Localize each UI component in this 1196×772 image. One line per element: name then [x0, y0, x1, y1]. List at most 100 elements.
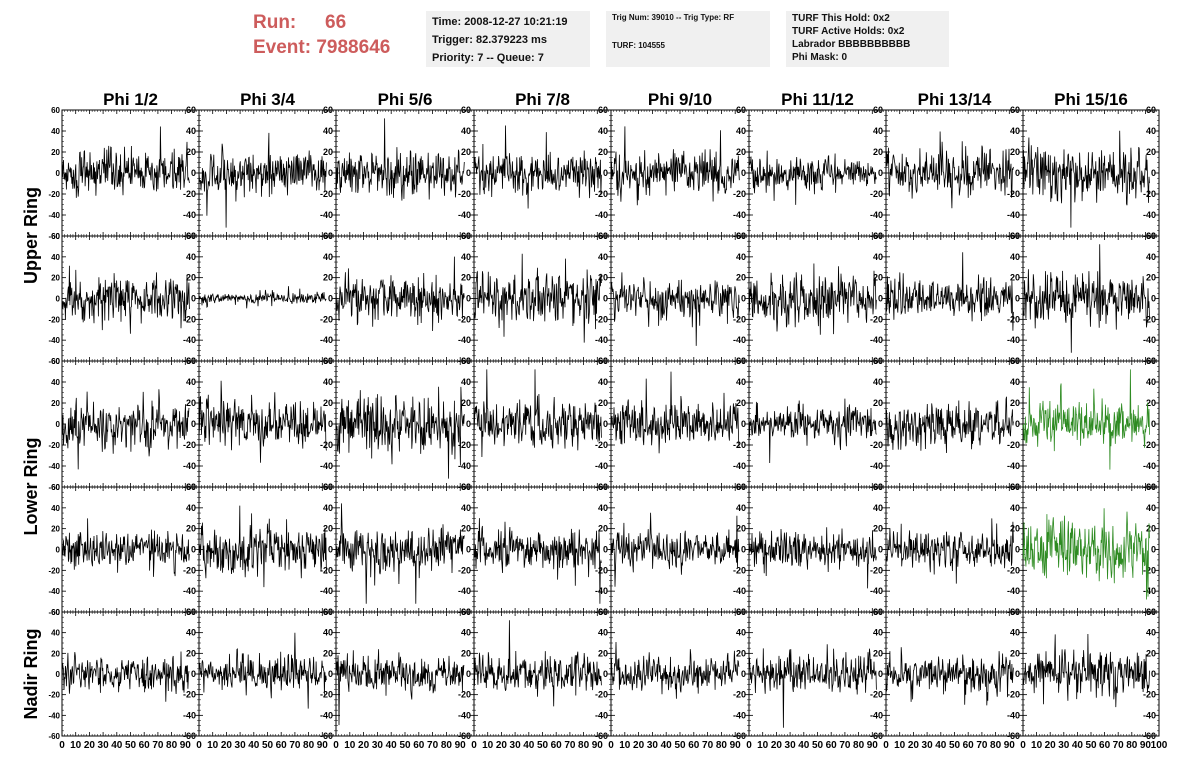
y-tick-label: -20 — [1143, 440, 1156, 450]
waveform-trace — [473, 369, 602, 458]
y-tick-label: -20 — [870, 440, 883, 450]
y-tick-label: 20 — [598, 273, 608, 283]
trig-num-line: Trig Num: 39010 -- Trig Type: RF — [612, 13, 735, 22]
y-tick-label: 0 — [1015, 419, 1020, 429]
y-tick-label: 20 — [51, 399, 60, 408]
y-tick-label: -20 — [48, 441, 60, 450]
y-tick-label: 20 — [51, 274, 60, 283]
y-tick-label: -20 — [595, 440, 608, 450]
waveform-trace — [473, 253, 602, 343]
ring-label: Nadir Ring — [21, 628, 41, 719]
waveform-trace — [1022, 130, 1150, 228]
y-tick-label: -20 — [870, 314, 883, 324]
y-tick-label: 0 — [878, 294, 883, 304]
y-tick-label: 20 — [598, 524, 608, 534]
y-tick-label: 0 — [603, 294, 608, 304]
y-tick-label: -20 — [458, 565, 471, 575]
y-tick-label: 0 — [191, 294, 196, 304]
y-tick-label: -60 — [48, 232, 60, 241]
y-tick-label: 60 — [51, 106, 60, 115]
y-tick-label: 20 — [873, 273, 883, 283]
y-tick-label: 40 — [461, 252, 471, 262]
y-tick-label: 20 — [736, 147, 746, 157]
y-tick-label: 0 — [466, 545, 471, 555]
column-title: Phi 1/2 — [103, 90, 158, 109]
y-tick-label: -40 — [458, 461, 471, 471]
y-tick-label: -40 — [733, 335, 746, 345]
y-tick-label: 40 — [1010, 252, 1020, 262]
waveform-trace — [198, 505, 327, 588]
waveform-trace — [198, 286, 327, 309]
y-tick-label: 0 — [466, 419, 471, 429]
run-value: 66 — [325, 12, 347, 33]
y-tick-label: 20 — [736, 398, 746, 408]
waveform-trace — [1022, 369, 1150, 470]
y-tick-label: -60 — [48, 608, 60, 617]
y-tick-label: 0 — [56, 420, 61, 429]
y-tick-label: -20 — [48, 315, 60, 324]
y-tick-label: -40 — [595, 461, 608, 471]
y-tick-label: 40 — [1146, 252, 1156, 262]
y-tick-label: 0 — [603, 545, 608, 555]
trigger-info-box: Trig Num: 39010 -- Trig Type: RF TURF: 1… — [606, 11, 770, 67]
priority-line: Priority: 7 -- Queue: 7 — [432, 52, 544, 64]
turf-info-box: TURF This Hold: 0x2 TURF Active Holds: 0… — [786, 11, 949, 67]
waveform-trace — [61, 518, 190, 577]
y-tick-label: 20 — [323, 524, 333, 534]
y-tick-label: -40 — [1143, 335, 1156, 345]
waveform-trace — [885, 396, 1014, 454]
ring-label: Upper Ring — [21, 187, 41, 284]
y-tick-label: -20 — [595, 189, 608, 199]
panel-frame — [473, 109, 612, 237]
y-tick-label: 20 — [873, 147, 883, 157]
y-tick-label: -20 — [320, 189, 333, 199]
y-tick-label: 40 — [51, 253, 60, 262]
y-tick-label: 0 — [741, 168, 746, 178]
y-tick-label: 40 — [1010, 126, 1020, 136]
y-tick-label: -40 — [320, 586, 333, 596]
y-tick-label: 60 — [461, 356, 471, 366]
y-tick-label: 0 — [191, 168, 196, 178]
waveform-trace — [748, 143, 877, 205]
y-tick-label: -40 — [1007, 461, 1020, 471]
y-tick-label: 20 — [186, 273, 196, 283]
y-tick-label: 0 — [191, 419, 196, 429]
y-tick-label: 20 — [1010, 147, 1020, 157]
event-header: Run: 66 Event: 7988646 Time: 2008-12-27 1… — [0, 0, 1196, 80]
y-tick-label: 0 — [603, 419, 608, 429]
y-tick-label: 20 — [1146, 147, 1156, 157]
y-tick-label: 20 — [461, 524, 471, 534]
y-tick-label: 20 — [461, 398, 471, 408]
y-tick-label: 0 — [56, 546, 61, 555]
y-tick-label: 20 — [736, 273, 746, 283]
column-title: Phi 3/4 — [240, 90, 295, 109]
y-tick-label: 40 — [51, 127, 60, 136]
y-tick-label: -40 — [48, 211, 60, 220]
time-line: Time: 2008-12-27 10:21:19 — [432, 16, 568, 28]
waveform-trace — [885, 252, 1014, 331]
y-tick-label: -20 — [183, 314, 196, 324]
time-info-box: Time: 2008-12-27 10:21:19 Trigger: 82.37… — [426, 11, 590, 67]
y-tick-label: 20 — [1010, 273, 1020, 283]
y-tick-label: -40 — [48, 587, 60, 596]
y-tick-label: -20 — [458, 189, 471, 199]
y-tick-label: -40 — [870, 210, 883, 220]
y-tick-label: -20 — [183, 565, 196, 575]
y-tick-label: -20 — [1007, 189, 1020, 199]
column-title: Phi 7/8 — [515, 90, 570, 109]
y-tick-label: 40 — [323, 503, 333, 513]
waveform-trace — [610, 371, 740, 454]
y-tick-label: 60 — [736, 231, 746, 241]
y-tick-label: 20 — [323, 273, 333, 283]
y-tick-label: -20 — [1143, 314, 1156, 324]
waveform-trace — [885, 131, 1014, 209]
y-tick-label: -60 — [48, 483, 60, 492]
y-tick-label: 20 — [323, 398, 333, 408]
y-tick-label: 40 — [598, 252, 608, 262]
y-tick-label: -20 — [733, 314, 746, 324]
column-title: Phi 11/12 — [781, 90, 854, 109]
y-tick-label: -40 — [595, 210, 608, 220]
waveform-trace — [335, 503, 465, 604]
waveform-trace — [335, 386, 465, 479]
y-tick-label: 60 — [736, 356, 746, 366]
